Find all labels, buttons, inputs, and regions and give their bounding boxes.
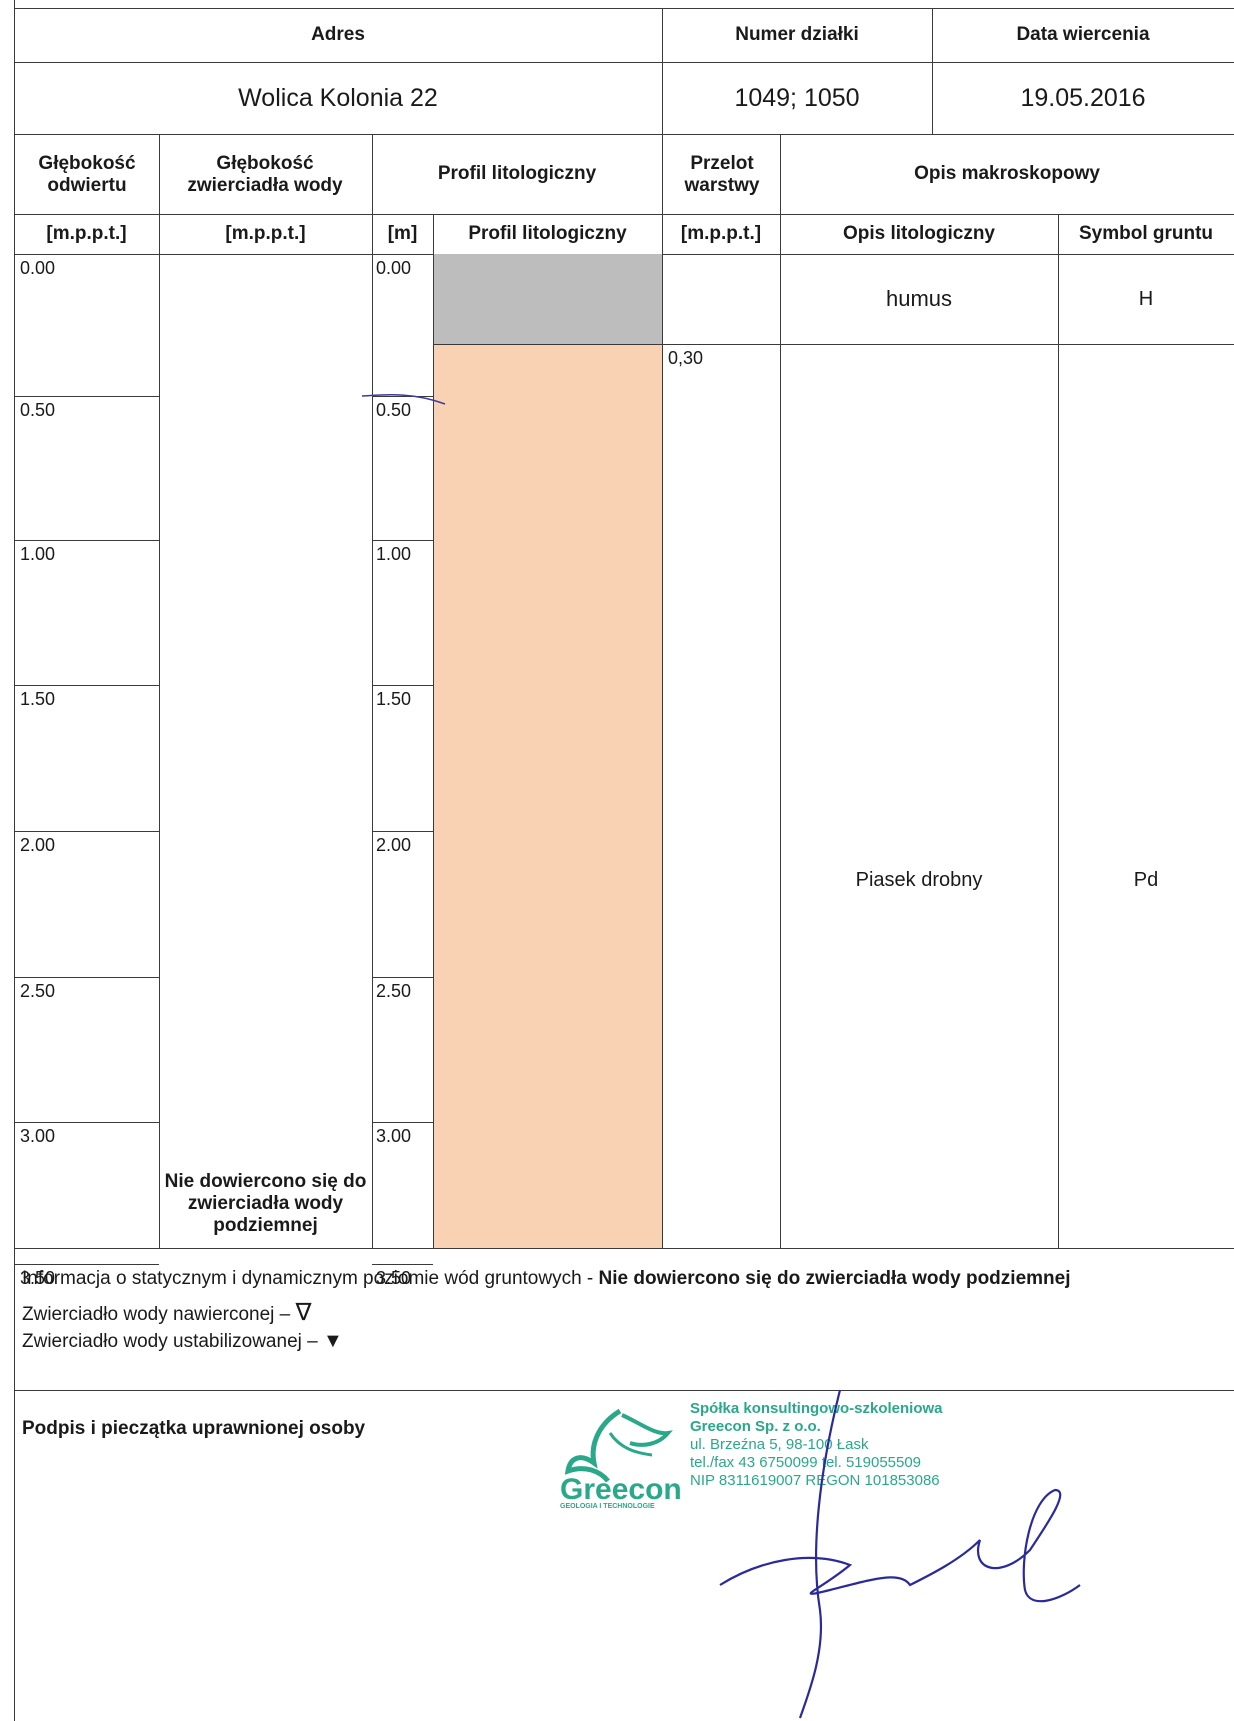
lith-desc-header: Opis litologiczny [842,223,995,245]
depth-tick: 1.00 [20,544,56,564]
address-value: Wolica Kolonia 22 [238,83,438,112]
depth-tick: 0.00 [20,258,56,278]
stamp-logo-small: GEOLOGIA I TECHNOLOGIE [560,1503,655,1510]
depth-scale-m: 0.00 0.50 1.00 1.50 2.00 2.50 3.00 3.50 [372,254,433,1288]
sand-description: Piasek drobny [855,868,983,891]
stamp-line: ul. Brzeźna 5, 98-100 Łask [690,1436,869,1453]
col-interval: Przelot warstwy [684,153,760,196]
stamp-text: Spółka konsultingowo-szkoleniowa Greecon… [690,1400,943,1490]
col-macro: Opis makroskopowy [914,163,1100,185]
handwritten-signature [719,1389,1081,1719]
depth-tick: 3.50 [20,1268,56,1288]
stamp-line: tel./fax 43 6750099 tel. 519055509 [690,1454,922,1471]
interval-mark: 0,30 [668,348,704,368]
depth-tick: 2.50 [20,981,56,1001]
stamp-line: NIP 8311619007 REGON 101853086 [690,1472,940,1489]
depth-scale-bore: 0.00 0.50 1.00 1.50 2.00 2.50 3.00 3.50 [14,254,159,1288]
pen-mark [361,394,446,405]
water-note: Nie dowiercono się do zwierciadła wody p… [164,1171,367,1236]
date-header: Data wiercenia [1016,24,1150,46]
greecon-logo-icon [564,1408,673,1483]
address-header: Adres [311,24,365,46]
signature-label: Podpis i pieczątka uprawnionej osoby [22,1418,366,1439]
col-depth-bore: Głębokość odwiertu [38,153,136,196]
sand-layer [434,344,662,1248]
parcel-header: Numer działki [735,24,859,46]
water-info-text: Informacja o statycznym i dynamicznym po… [22,1268,599,1289]
parcel-value: 1049; 1050 [734,83,860,112]
depth-tick: 3.00 [20,1126,56,1146]
unit-m: [m] [387,223,418,245]
stamp-line: Spółka konsultingowo-szkoleniowa [690,1400,943,1417]
sand-symbol: Pd [1133,868,1159,891]
depth-tick: 0.50 [20,400,56,420]
depth-tick: 0.00 [376,258,412,278]
soil-symbol-header: Symbol gruntu [1078,223,1214,245]
depth-tick: 0.50 [376,400,412,420]
depth-tick: 2.50 [376,981,412,1001]
legend-drilled: Zwierciadło wody nawierconej – ∇ [22,1298,312,1327]
legend-drilled-label: Zwierciadło wody nawierconej – [22,1304,296,1325]
col-depth-water: Głębokość zwierciadła wody [187,153,343,196]
stamp-logo-text: Greecon [560,1473,682,1506]
depth-tick: 3.50 [376,1268,412,1288]
depth-tick: 1.50 [20,689,56,709]
depth-tick: 1.00 [376,544,412,564]
depth-tick: 3.00 [376,1126,412,1146]
drilled-water-icon: ∇ [295,1299,312,1326]
company-stamp: Greecon GEOLOGIA I TECHNOLOGIE Spółka ko… [550,1395,1030,1515]
profile-subheader: Profil litologiczny [468,223,627,245]
col-profile: Profil litologiczny [437,163,597,185]
stamp-line: Greecon Sp. z o.o. [690,1418,821,1435]
water-info: Informacja o statycznym i dynamicznym po… [22,1268,1227,1290]
humus-symbol: H [1138,287,1154,310]
humus-description: humus [885,286,953,311]
stabilized-water-icon: ▼ [322,1330,343,1352]
depth-tick: 2.00 [20,835,56,855]
date-value: 19.05.2016 [1020,83,1146,112]
legend-stabilized: Zwierciadło wody ustabilizowanej – ▼ [22,1330,343,1353]
unit-interval: [m.p.p.t.] [680,223,762,245]
unit-water: [m.p.p.t.] [225,223,306,245]
unit-bore: [m.p.p.t.] [46,223,127,245]
humus-layer [434,254,662,344]
depth-tick: 2.00 [376,835,412,855]
depth-tick: 1.50 [376,689,412,709]
water-info-bold: Nie dowiercono się do zwierciadła wody p… [598,1268,1071,1289]
legend-stabilized-label: Zwierciadło wody ustabilizowanej – [22,1331,323,1352]
